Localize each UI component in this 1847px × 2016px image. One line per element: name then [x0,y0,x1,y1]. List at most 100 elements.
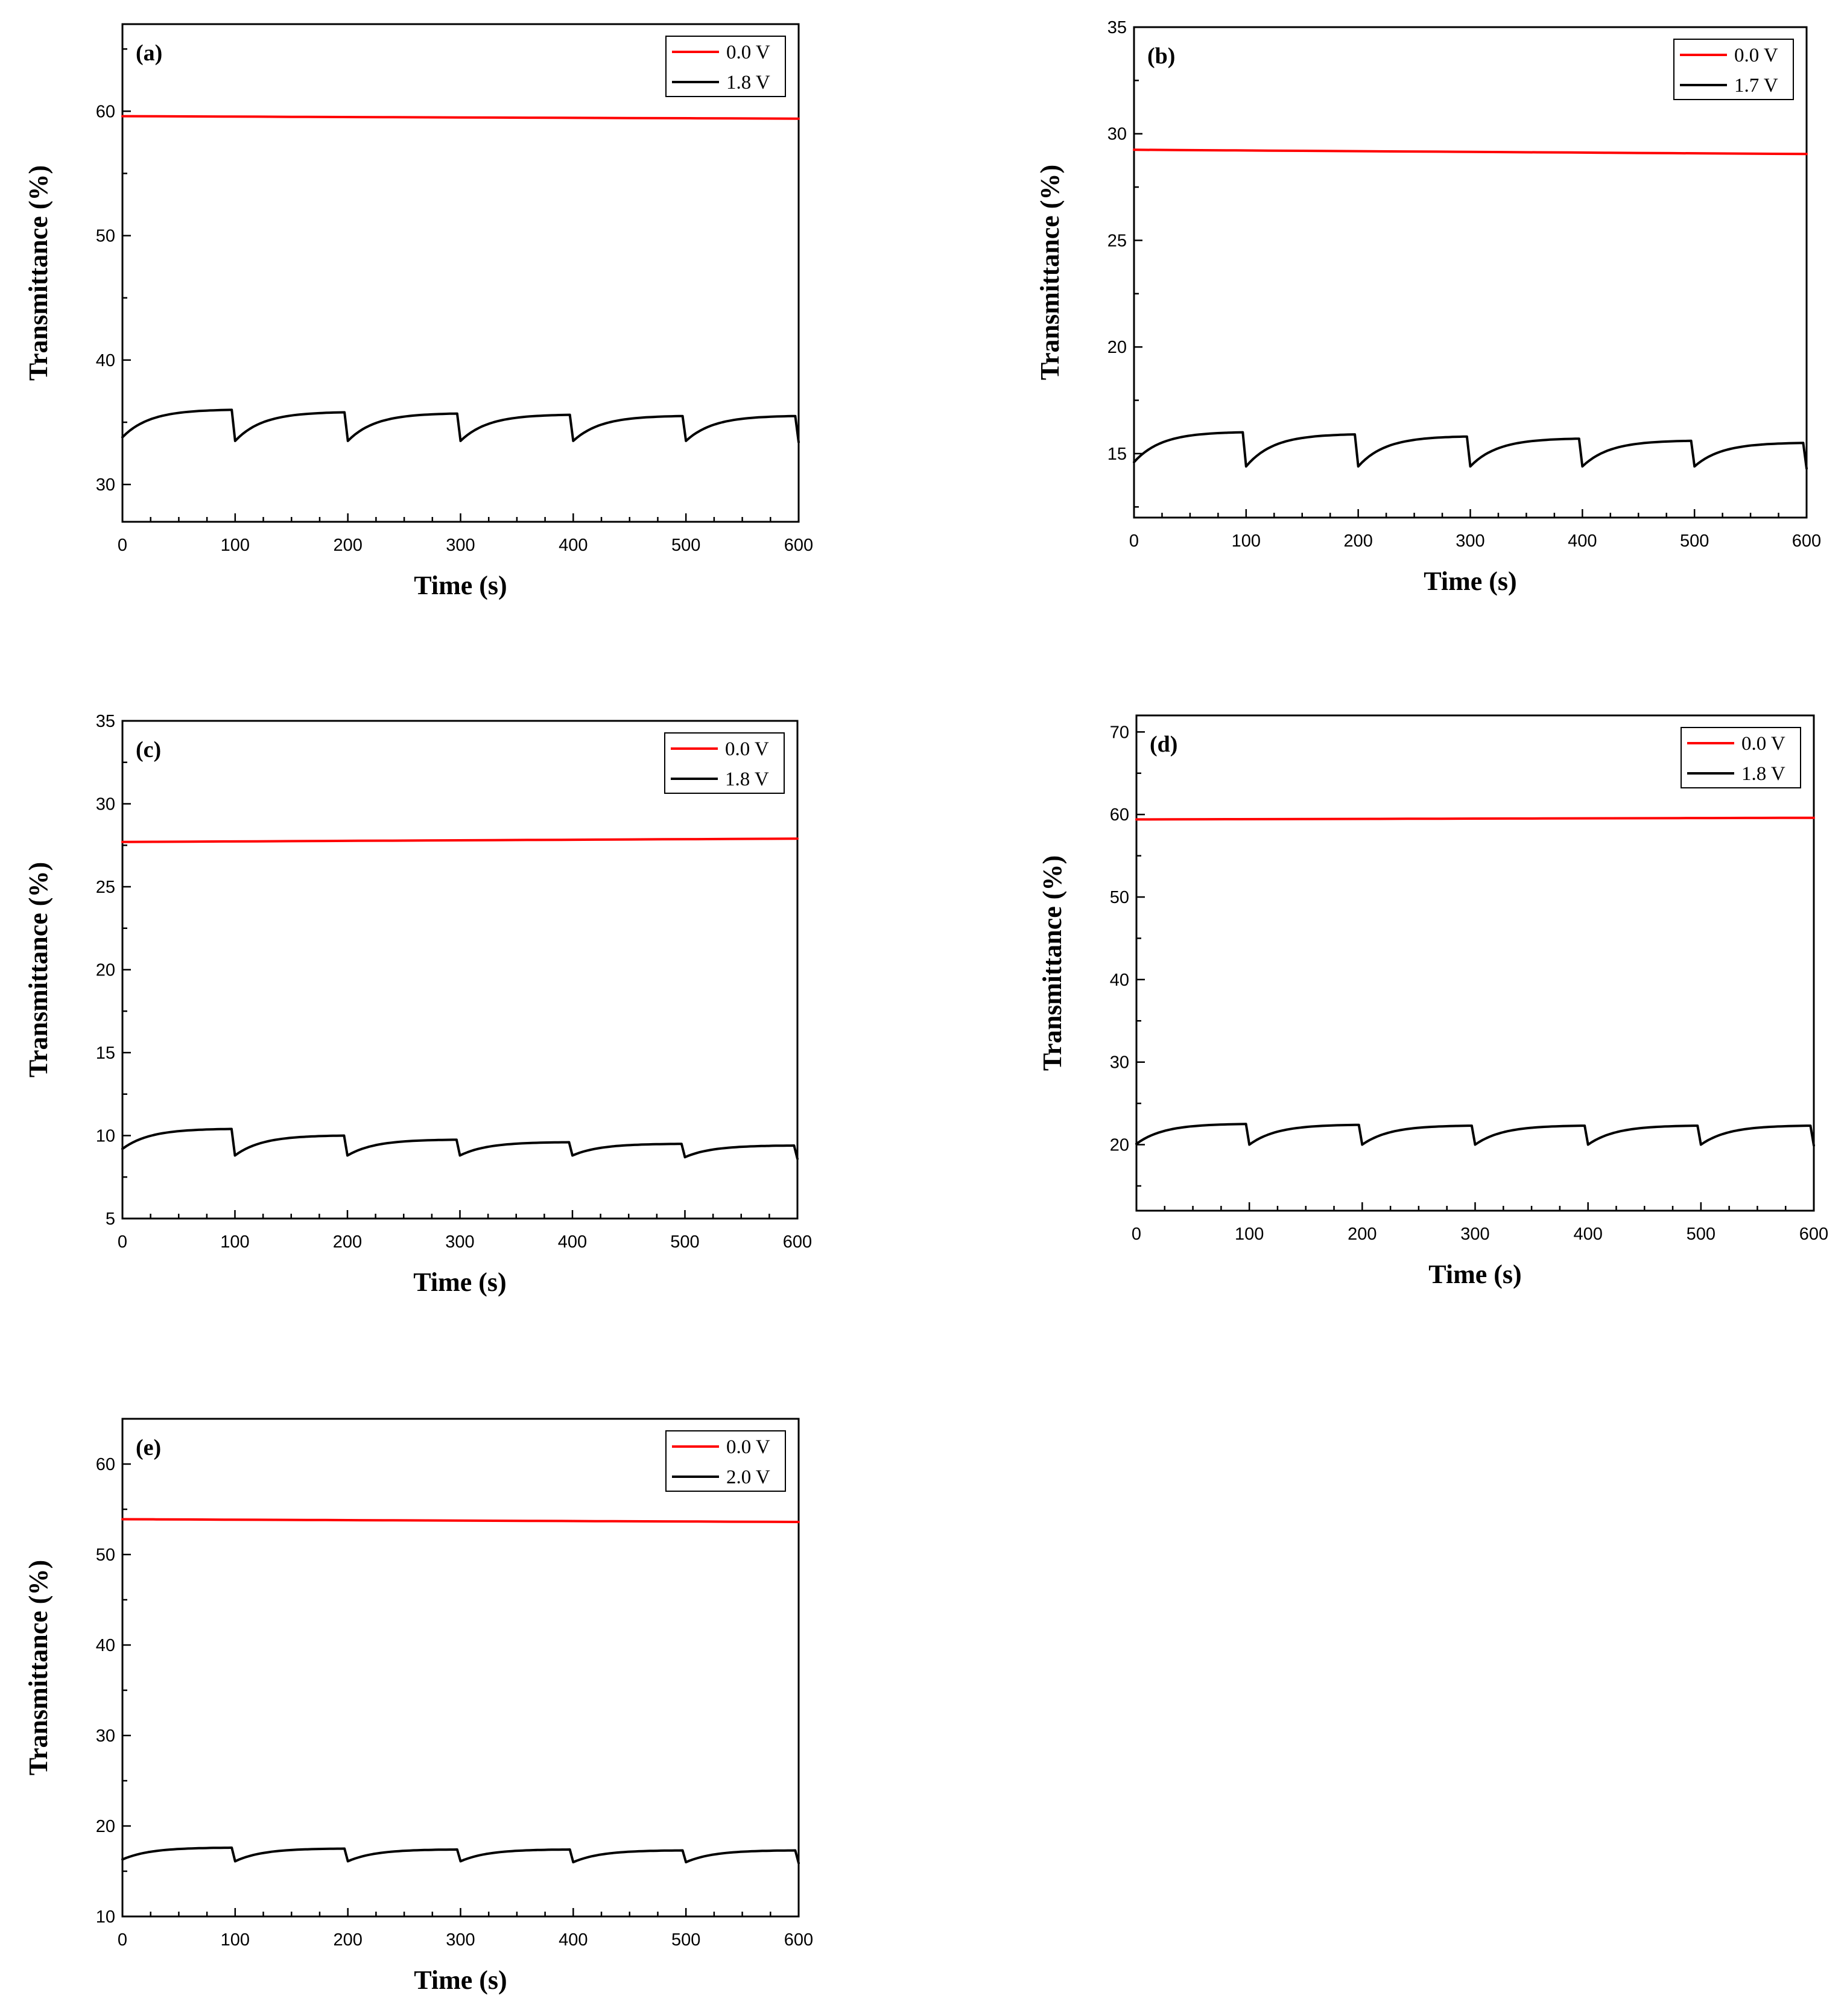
y-tick-label: 60 [96,102,115,121]
legend-box [665,1430,786,1492]
y-tick-label: 25 [1107,231,1127,250]
y-tick-label: 20 [96,1817,115,1836]
y-tick-label: 20 [1107,338,1127,357]
x-tick-label: 300 [1460,1225,1489,1244]
x-tick-label: 0 [1129,531,1139,551]
x-tick-label: 400 [1573,1225,1602,1244]
y-axis-title: Transmittance (%) [24,1560,53,1775]
series-line-0-0-V [1133,148,1808,156]
y-tick-label: 60 [96,1455,115,1474]
legend-box [1681,727,1801,788]
x-tick-label: 600 [784,1930,813,1950]
panel-label: (c) [136,737,161,762]
legend-label: 1.7 V [1734,75,1778,97]
series-line-0-0-V [1135,816,1815,821]
y-tick-label: 30 [96,795,115,814]
panel-c: 0 100 200 300 400 500 600 5 10 15 20 25 30 35 Time (s)… [24,712,812,1297]
y-tick-label: 50 [1110,888,1129,907]
x-axis-title: Time (s) [414,571,507,600]
legend-label: 0.0 V [1741,733,1785,755]
legend: 0.0 V 1.8 V [664,732,785,794]
x-tick-label: 300 [446,536,475,555]
x-tick-label: 0 [118,1930,127,1950]
y-tick-label: 30 [1110,1053,1129,1073]
x-tick-label: 100 [1235,1225,1264,1244]
y-tick-label: 30 [96,475,115,495]
x-tick-label: 0 [118,1232,127,1252]
x-tick-label: 100 [221,536,250,555]
series-line-1-8-V [1135,1123,1815,1147]
legend-label: 0.0 V [726,1436,770,1458]
x-tick-label: 400 [559,536,588,555]
y-tick-label: 35 [96,712,115,731]
legend-box [1673,39,1794,100]
x-axis-title: Time (s) [414,1965,507,1995]
x-tick-label: 600 [784,536,813,555]
plot-frame [121,720,799,1220]
x-tick-label: 500 [1680,531,1709,551]
y-tick-label: 30 [1107,125,1127,144]
x-tick-label: 100 [221,1930,250,1950]
legend-label: 2.0 V [726,1466,770,1488]
y-tick-label: 40 [96,1636,115,1655]
x-tick-label: 400 [1568,531,1597,551]
x-axis-title: Time (s) [1428,1260,1521,1289]
legend-label: 1.8 V [726,72,770,94]
x-tick-label: 200 [333,536,362,555]
x-tick-label: 400 [558,1232,587,1252]
y-tick-label: 20 [1110,1136,1129,1155]
series-line-0-0-V [121,115,800,120]
y-tick-label: 35 [1107,18,1127,37]
series-line-2-0-V [121,1846,800,1865]
y-tick-label: 60 [1110,805,1129,825]
legend-label: 1.8 V [725,769,769,790]
y-tick-label: 10 [96,1907,115,1927]
legend: 0.0 V 1.8 V [1681,727,1801,788]
series-line-0-0-V [121,1518,800,1523]
y-tick-label: 10 [96,1127,115,1146]
y-axis-title: Transmittance (%) [1035,165,1065,380]
panel-label: (d) [1150,732,1177,757]
legend: 0.0 V 1.8 V [665,36,786,97]
series-line-0-0-V [121,837,799,843]
plot-frame [121,1418,800,1918]
y-tick-label: 50 [96,1545,115,1565]
legend-label: 0.0 V [726,42,770,63]
x-tick-label: 600 [1792,531,1821,551]
x-axis-title: Time (s) [1424,566,1516,596]
series-line-1-8-V [121,408,800,443]
x-tick-label: 300 [446,1930,475,1950]
y-tick-label: 30 [96,1726,115,1746]
x-tick-label: 200 [1343,531,1372,551]
legend-label: 0.0 V [725,738,769,760]
panel-label: (a) [136,40,162,66]
plot-frame [1135,714,1815,1212]
y-tick-label: 40 [1110,971,1129,990]
x-axis-title: Time (s) [413,1267,506,1297]
x-tick-label: 200 [333,1930,362,1950]
series-line-1-7-V [1133,431,1808,470]
x-tick-label: 100 [1232,531,1261,551]
x-tick-label: 300 [1456,531,1484,551]
legend: 0.0 V 2.0 V [665,1430,786,1492]
y-axis-title: Transmittance (%) [24,165,53,381]
panel-label: (e) [136,1435,161,1460]
panel-e: 0 100 200 300 400 500 600 10 20 30 40 50 60 Time (s) T… [24,1418,813,1995]
y-axis-title: Transmittance (%) [24,862,53,1077]
legend: 0.0 V 1.7 V [1673,39,1794,100]
x-tick-label: 300 [445,1232,474,1252]
plot-frame [121,23,800,523]
legend-label: 0.0 V [1734,45,1778,66]
y-axis-title: Transmittance (%) [1038,855,1067,1071]
x-tick-label: 200 [1348,1225,1377,1244]
x-tick-label: 600 [783,1232,812,1252]
x-tick-label: 0 [118,536,127,555]
x-tick-label: 100 [220,1232,249,1252]
y-tick-label: 50 [96,227,115,246]
x-tick-label: 500 [1687,1225,1716,1244]
y-tick-label: 20 [96,961,115,980]
legend-box [665,36,786,97]
panel-label: (b) [1147,43,1175,69]
legend-box [664,732,785,794]
